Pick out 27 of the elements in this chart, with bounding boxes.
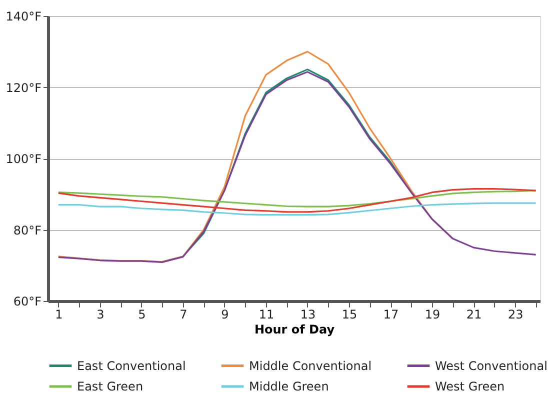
- x-tick-label: 19: [424, 308, 440, 322]
- x-tick-label: 9: [221, 308, 229, 322]
- y-tick-label: 100°F: [6, 152, 42, 166]
- x-tick-label: 13: [300, 308, 316, 322]
- x-tick-label: 23: [508, 308, 524, 322]
- y-tick-label: 140°F: [6, 10, 42, 24]
- x-tick-label: 15: [342, 308, 358, 322]
- x-tick-label: 17: [383, 308, 399, 322]
- x-tick-label: 7: [180, 308, 188, 322]
- line-series: [58, 202, 537, 216]
- x-tick-label: 5: [138, 308, 146, 322]
- legend-label: Middle Green: [249, 380, 329, 394]
- y-tick-label: 80°F: [13, 223, 42, 238]
- line-series: [58, 71, 537, 263]
- y-tick-label: 60°F: [13, 294, 42, 308]
- x-tick-label: 3: [96, 308, 104, 322]
- x-tick-label: 1: [55, 308, 63, 322]
- y-tick-label: 120°F: [6, 80, 42, 95]
- legend-label: Middle Conventional: [249, 358, 372, 373]
- x-axis-title: Hour of Day: [254, 322, 335, 336]
- line-series: [58, 188, 537, 213]
- legend-label: East Green: [77, 380, 144, 394]
- legend-label: West Conventional: [435, 358, 548, 373]
- legend-label: East Conventional: [77, 358, 186, 373]
- legend-label: West Green: [435, 380, 505, 394]
- x-tick-label: 11: [258, 308, 274, 322]
- x-tick-label: 21: [466, 308, 482, 322]
